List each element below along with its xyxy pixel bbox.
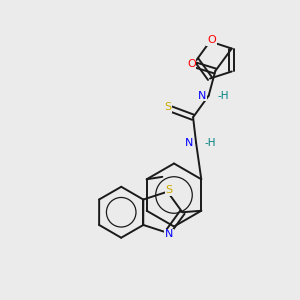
- Text: S: S: [164, 102, 171, 112]
- Text: -H: -H: [217, 91, 229, 100]
- Text: N: N: [198, 91, 206, 100]
- Text: N: N: [185, 138, 194, 148]
- Text: O: O: [187, 59, 196, 69]
- Text: -H: -H: [205, 138, 216, 148]
- Text: N: N: [165, 229, 173, 239]
- Text: O: O: [207, 35, 216, 45]
- Text: S: S: [165, 185, 172, 195]
